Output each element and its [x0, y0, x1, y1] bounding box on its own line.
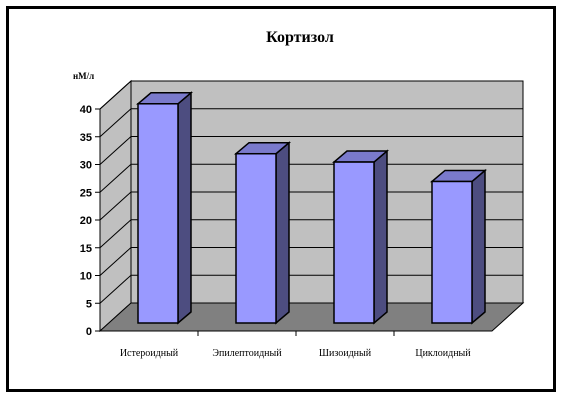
- y-tick-label: 10: [80, 271, 92, 283]
- bar: [333, 161, 375, 324]
- gridline-side: [99, 163, 132, 193]
- bar-side: [373, 149, 388, 325]
- gridline-side: [99, 219, 132, 249]
- bar: [431, 180, 473, 324]
- y-tick-label: 30: [80, 160, 92, 172]
- x-tick-label: Истероидный: [120, 348, 179, 359]
- y-tick-label: 20: [80, 215, 92, 227]
- y-axis-unit-label: нМ/л: [73, 71, 94, 81]
- plot-area: 0 5 10 15 20 25 30 35 40 Истероидный Эпилептоидный…: [80, 79, 525, 359]
- chart-frame: [6, 6, 556, 392]
- y-tick-label: 25: [80, 187, 92, 199]
- y-tick-label: 40: [80, 104, 92, 116]
- gridline-side: [99, 80, 132, 110]
- gridline-side: [99, 191, 132, 221]
- y-tick-label: 15: [80, 243, 92, 255]
- y-tick-label: 0: [86, 326, 92, 338]
- bar-side: [177, 91, 192, 325]
- gridline-side: [99, 136, 132, 165]
- chart-title: Кортизол: [266, 29, 334, 46]
- bar: [235, 152, 277, 324]
- gridline-side: [99, 108, 132, 138]
- gridline-side: [99, 274, 132, 304]
- x-tick-label: Шизоидный: [319, 348, 372, 359]
- y-tick-label: 5: [86, 298, 92, 310]
- bar: [137, 103, 179, 324]
- bar-side: [275, 141, 290, 325]
- bar-side: [471, 168, 486, 325]
- x-tick-label: Эпилептоидный: [212, 348, 282, 359]
- gridline-side: [99, 247, 132, 276]
- y-tick-label: 35: [80, 132, 92, 144]
- x-tick-label: Циклоидный: [415, 348, 471, 359]
